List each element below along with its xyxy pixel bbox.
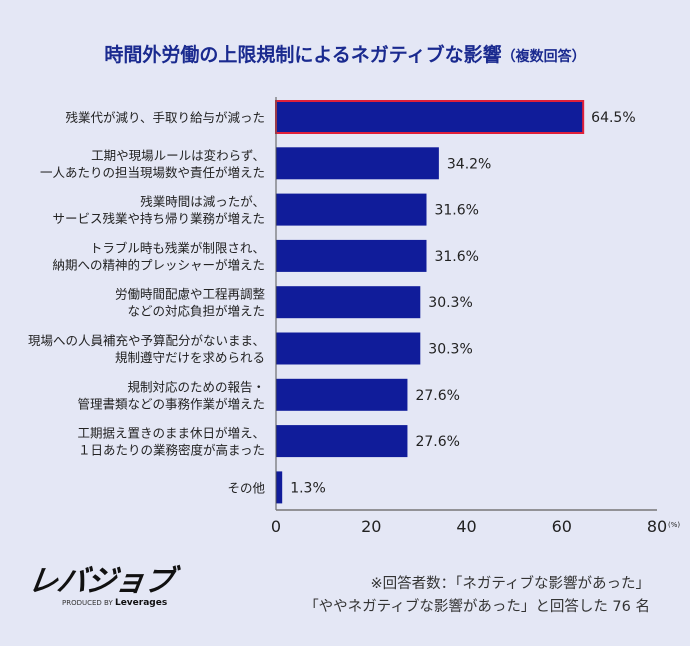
value-label: 31.6% [434,249,478,265]
note-line-1: ※回答者数：「ネガティブな影響があった」 [370,576,650,592]
bar [276,332,421,365]
logo-produced-by: PRODUCED BY [62,599,113,607]
category-label: 管理書類などの事務作業が増えた [77,396,265,411]
value-label: 1.3% [290,480,326,496]
x-tick-label: 40 [456,517,476,536]
x-unit-label: (%) [668,521,680,529]
value-label: 30.3% [428,295,472,311]
bar [275,100,585,134]
category-label: などの対応負担が増えた [127,304,265,319]
category-label: 残業時間は減ったが、 [140,194,265,209]
logo-brand: Leverages [114,598,168,608]
x-tick-label: 60 [552,517,572,536]
category-label: 工期据え置きのまま休日が増え、 [77,426,265,441]
category-label: 規制遵守だけを求められる [115,350,265,365]
bar [276,425,408,458]
category-label: 一人あたりの担当現場数や責任が増えた [40,165,265,180]
respondent-note: ※回答者数：「ネガティブな影響があった」 「ややネガティブな影響があった」と回答… [304,573,650,619]
leverages-logo: レバジョブ PRODUCED BY Leverages [25,564,178,608]
bar [276,193,427,226]
category-label: １日あたりの業務密度が高まった [78,443,265,458]
category-label: 残業代が減り、手取り給与が減った [65,110,265,125]
value-label: 30.3% [428,342,472,358]
bar [276,286,421,319]
title-main: 時間外労働の上限規制によるネガティブな影響 [104,44,502,66]
category-label: 工期や現場ルールは変わらず、 [91,148,265,163]
chart-title: 時間外労働の上限規制によるネガティブな影響（複数回答） [0,40,690,67]
category-label: トラブル時も残業が制限され、 [90,240,265,255]
category-label: 現場への人員補充や予算配分がないまま、 [28,333,265,348]
category-label: 労働時間配慮や工程再調整 [115,287,266,302]
logo-mark: レバジョブ [25,564,176,599]
category-label: サービス残業や持ち帰り業務が増えた [52,211,265,226]
category-label: 納期への精神的プレッシャーが増えた [52,257,265,272]
value-label: 31.6% [434,203,478,219]
value-label: 34.2% [447,156,491,172]
x-tick-label: 20 [361,517,381,536]
value-label: 27.6% [415,388,459,404]
bar [276,378,408,411]
bar [276,239,427,272]
value-label: 64.5% [591,110,635,126]
title-subtitle: （複数回答） [501,49,586,65]
x-tick-label: 80 [647,517,667,536]
category-label: その他 [227,480,265,495]
note-line-2: 「ややネガティブな影響があった」と回答した 76 名 [304,599,650,615]
bar [276,147,439,180]
x-tick-label: 0 [271,517,281,536]
category-label: 規制対応のための報告・ [127,379,265,394]
bar [276,471,283,504]
value-label: 27.6% [415,434,459,450]
